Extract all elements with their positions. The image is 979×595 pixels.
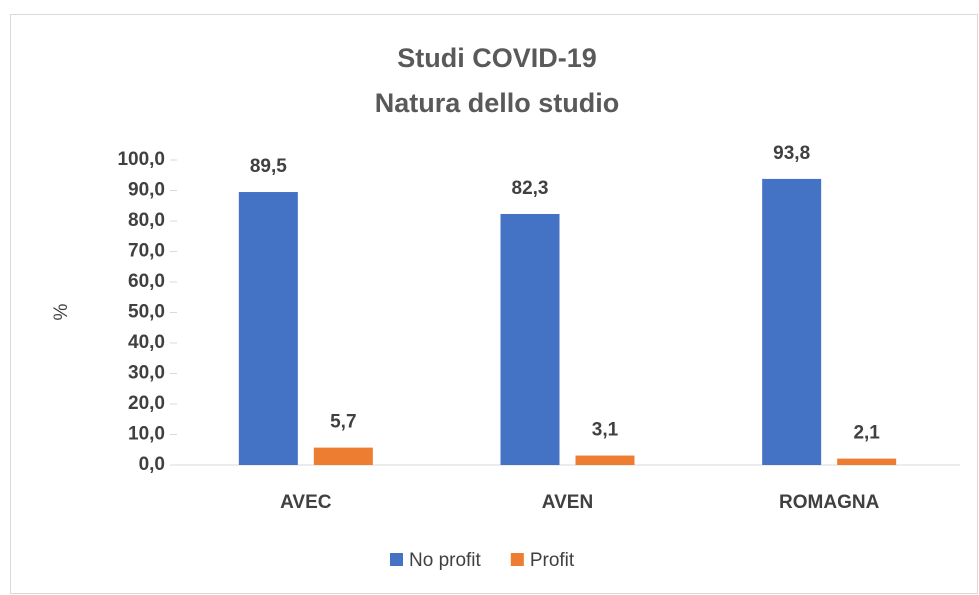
data-label: 93,8: [773, 143, 810, 164]
y-tick-label: 30,0: [128, 363, 165, 384]
y-tick-label: 100,0: [117, 149, 165, 170]
y-tick-label: 0,0: [139, 454, 165, 475]
data-label: 89,5: [250, 156, 287, 177]
legend-label: No profit: [409, 550, 482, 571]
y-tick-label: 40,0: [128, 332, 165, 353]
legend-label: Profit: [530, 550, 575, 571]
legend-swatch: [510, 553, 524, 566]
x-tick-label: ROMAGNA: [779, 492, 880, 513]
bar: [500, 213, 560, 465]
bar: [837, 458, 897, 465]
y-tick-label: 70,0: [128, 241, 165, 262]
data-label: 5,7: [330, 412, 356, 433]
bar: [575, 455, 635, 465]
data-label: 3,1: [592, 420, 619, 441]
chart-subtitle: Natura dello studio: [375, 88, 620, 118]
bar: [762, 178, 822, 465]
bar: [238, 192, 298, 465]
y-tick-label: 10,0: [128, 424, 165, 445]
x-tick-label: AVEC: [280, 492, 332, 513]
y-tick-label: 20,0: [128, 393, 165, 414]
chart-title: Studi COVID-19: [397, 43, 597, 73]
x-tick-label: AVEN: [542, 492, 593, 513]
y-tick-label: 60,0: [128, 271, 165, 292]
y-tick-label: 80,0: [128, 210, 165, 231]
y-axis-label: %: [51, 303, 72, 320]
data-label: 2,1: [853, 423, 880, 444]
legend-swatch: [390, 553, 403, 566]
y-tick-label: 50,0: [128, 302, 165, 323]
bar: [313, 447, 373, 465]
y-tick-label: 90,0: [128, 180, 165, 201]
data-label: 82,3: [512, 178, 549, 199]
